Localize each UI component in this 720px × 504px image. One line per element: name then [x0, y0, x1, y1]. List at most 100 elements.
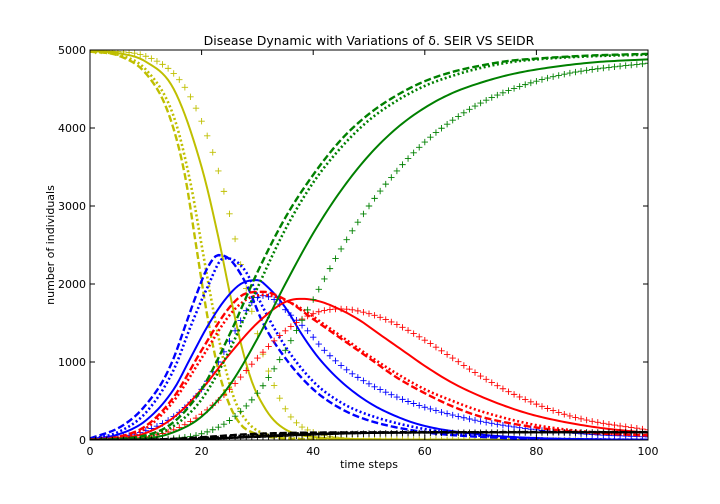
plus-marker	[460, 429, 468, 436]
plus-marker	[510, 391, 518, 398]
plus-marker	[600, 420, 607, 427]
plus-marker	[332, 431, 339, 438]
plus-marker	[605, 429, 613, 436]
plus-marker	[293, 327, 300, 334]
plus-marker	[611, 429, 618, 436]
plus-marker	[276, 356, 283, 363]
plus-marker	[432, 407, 440, 414]
plus-marker	[549, 73, 557, 80]
plus-marker	[248, 396, 256, 404]
plus-marker	[494, 421, 501, 428]
plus-marker	[349, 430, 356, 438]
plus-marker	[293, 319, 300, 326]
plus-marker	[611, 421, 618, 429]
plus-marker	[416, 144, 423, 151]
plus-marker	[639, 60, 646, 68]
plus-marker	[466, 429, 473, 436]
plus-marker	[354, 430, 362, 438]
plus-marker	[538, 429, 546, 436]
plus-marker	[388, 391, 395, 398]
plus-marker	[371, 436, 378, 440]
plus-marker	[231, 235, 239, 243]
plus-marker	[404, 155, 412, 162]
plus-marker	[315, 286, 322, 293]
plus-marker	[393, 167, 401, 175]
plus-marker	[538, 403, 546, 410]
plus-marker	[215, 167, 222, 175]
plus-marker	[477, 418, 484, 425]
plus-marker	[544, 74, 551, 82]
plus-marker	[293, 432, 300, 439]
plus-marker	[393, 393, 401, 401]
chart-title: Disease Dynamic with Variations of δ. SE…	[204, 33, 535, 48]
plus-marker	[243, 367, 250, 374]
plus-marker	[455, 429, 462, 436]
plus-marker	[159, 61, 166, 68]
plus-marker	[533, 400, 540, 408]
plus-marker	[404, 327, 412, 334]
plus-marker	[282, 405, 289, 412]
plus-marker	[310, 333, 317, 341]
plus-marker	[215, 435, 222, 440]
plus-marker	[639, 429, 646, 436]
plus-marker	[198, 118, 205, 125]
y-tick-label: 4000	[58, 122, 86, 135]
plus-marker	[522, 429, 529, 436]
plus-marker	[231, 380, 239, 387]
plus-marker	[572, 429, 579, 436]
plus-marker	[577, 67, 585, 75]
plus-marker	[555, 409, 562, 416]
plus-marker	[349, 306, 356, 314]
plus-marker	[605, 64, 613, 71]
plus-marker	[321, 431, 328, 438]
plus-marker	[600, 64, 607, 72]
plus-marker	[477, 372, 484, 380]
plus-marker	[315, 308, 322, 315]
plus-marker	[438, 429, 445, 437]
plus-marker	[231, 435, 239, 440]
plus-marker	[243, 402, 250, 410]
plus-marker	[499, 89, 507, 96]
plus-marker	[153, 57, 161, 65]
plus-marker	[633, 61, 641, 68]
series-line-solid	[90, 297, 648, 440]
plus-marker	[516, 393, 523, 401]
plus-marker	[466, 106, 473, 113]
plus-marker	[354, 374, 362, 381]
plus-marker	[488, 379, 495, 386]
plus-marker	[538, 76, 546, 83]
plus-marker	[365, 380, 373, 388]
plus-marker	[594, 65, 601, 72]
plus-marker	[304, 312, 311, 320]
plus-marker	[488, 94, 495, 101]
plus-marker	[393, 321, 401, 328]
plus-marker	[443, 429, 451, 437]
plus-marker	[399, 324, 406, 331]
plus-marker	[382, 430, 389, 437]
plus-marker	[488, 429, 495, 436]
plus-marker	[137, 51, 144, 58]
plus-marker	[287, 413, 295, 421]
plus-marker	[628, 429, 635, 436]
plus-marker	[220, 435, 228, 440]
plus-marker	[220, 420, 228, 428]
plus-marker	[644, 433, 648, 440]
plus-marker	[187, 93, 194, 100]
plus-marker	[298, 432, 306, 439]
plus-marker	[349, 370, 356, 377]
plus-marker	[243, 434, 250, 440]
x-tick-label: 40	[306, 445, 320, 458]
plus-marker	[533, 429, 540, 436]
plus-marker	[109, 50, 116, 55]
plus-marker	[416, 429, 423, 437]
plus-marker	[298, 317, 306, 324]
plus-marker	[354, 307, 362, 315]
plus-marker	[404, 429, 412, 437]
plus-marker	[376, 187, 384, 195]
plus-marker	[287, 337, 295, 344]
plus-marker	[477, 99, 484, 107]
plus-marker	[376, 430, 384, 437]
plus-marker	[399, 396, 406, 403]
plus-marker	[343, 236, 350, 243]
plus-marker	[360, 377, 367, 384]
